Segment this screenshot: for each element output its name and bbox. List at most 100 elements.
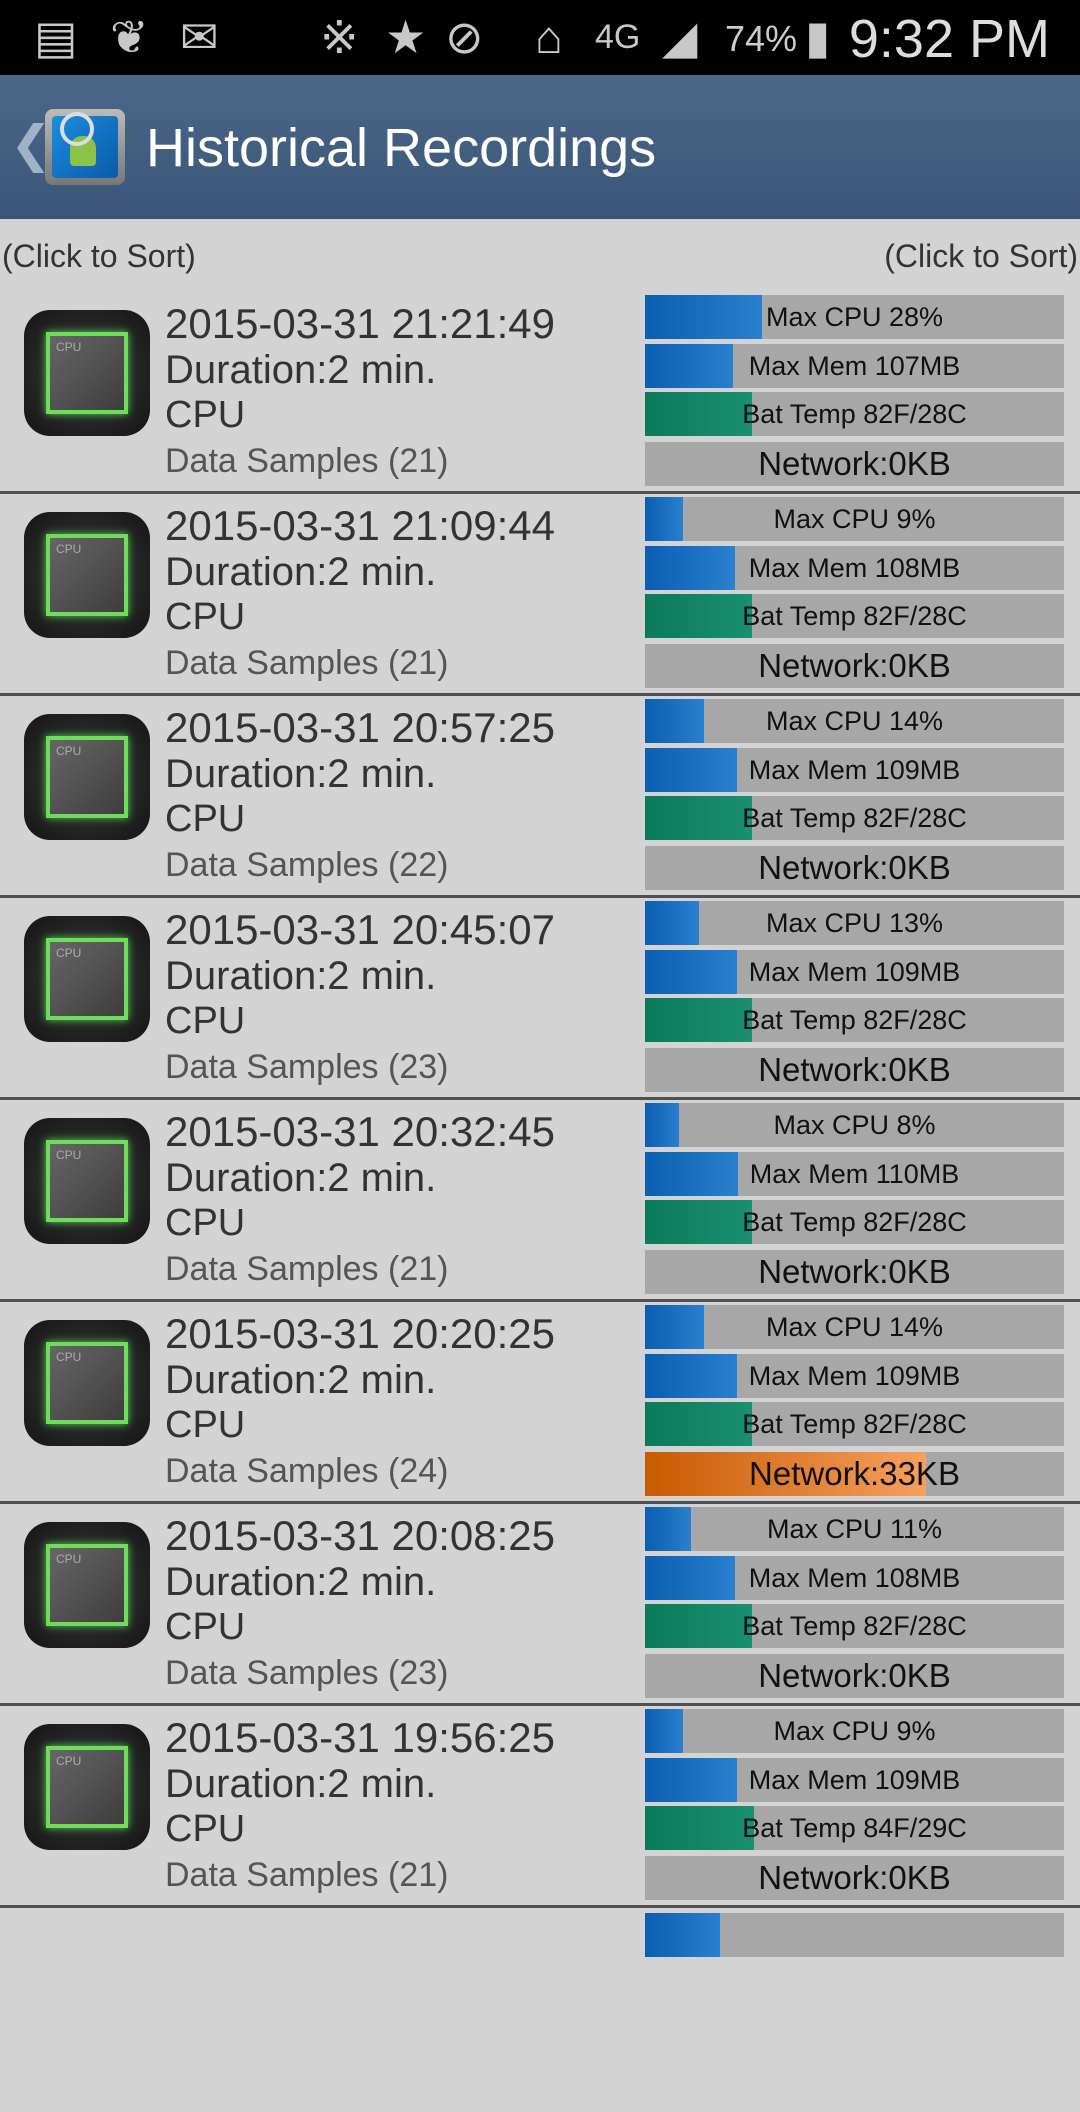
app-logo-icon[interactable] [45, 109, 125, 185]
max-cpu-bar-label: Max CPU 14% [765, 706, 944, 736]
max-mem-bar: Max Mem 110MB [645, 1152, 1064, 1196]
bat-temp-bar-fill [645, 392, 752, 436]
recording-duration: Duration:2 min. [165, 1762, 437, 1806]
bat-temp-bar: Bat Temp 82F/28C [645, 998, 1064, 1042]
sort-right-button[interactable]: (Click to Sort) [884, 238, 1078, 274]
max-mem-bar-label: Max Mem 109MB [748, 755, 961, 785]
max-mem-bar: Max Mem 109MB [645, 748, 1064, 792]
list-item[interactable]: CPU 2015-03-31 20:57:25 Duration:2 min. … [0, 696, 1080, 898]
max-cpu-bar-fill [645, 1305, 704, 1349]
chat-icon: ▤ [34, 11, 78, 63]
bat-temp-bar: Bat Temp 82F/28C [645, 594, 1064, 638]
twitter-icon: ❦ [110, 11, 149, 63]
max-mem-bar: Max Mem 108MB [645, 1556, 1064, 1600]
max-mem-bar: Max Mem 109MB [645, 1758, 1064, 1802]
recording-samples: Data Samples (21) [165, 1250, 449, 1288]
network-bar-label: Network:0KB [758, 849, 951, 886]
recording-samples: Data Samples (24) [165, 1452, 449, 1490]
bat-temp-bar-label: Bat Temp 82F/28C [742, 1005, 967, 1035]
bat-temp-bar-fill [645, 1604, 752, 1648]
max-cpu-bar-fill [645, 901, 700, 945]
network-bar-label: Network:0KB [758, 647, 951, 684]
cpu-chip-icon: CPU [24, 1724, 150, 1850]
max-mem-bar-fill [645, 1758, 738, 1802]
network-bar-label: Network:0KB [758, 1051, 951, 1088]
recording-type: CPU [165, 1808, 246, 1850]
mail-icon: ✉ [180, 11, 219, 63]
recording-duration: Duration:2 min. [165, 954, 437, 998]
max-mem-bar-label: Max Mem 109MB [748, 1765, 961, 1795]
max-cpu-bar-fill [645, 497, 683, 541]
recording-type: CPU [165, 1606, 246, 1648]
bat-temp-bar-fill [645, 796, 752, 840]
back-chevron-icon[interactable]: ❮ [10, 116, 52, 172]
recording-samples: Data Samples (23) [165, 1048, 449, 1086]
recording-type: CPU [165, 1000, 246, 1042]
max-mem-bar: Max Mem 108MB [645, 546, 1064, 590]
recording-type: CPU [165, 1202, 246, 1244]
list-item[interactable]: CPU 2015-03-31 20:32:45 Duration:2 min. … [0, 1100, 1080, 1302]
cpu-chip-icon: CPU [24, 1522, 150, 1648]
list-item[interactable]: CPU 2015-03-31 21:21:49 Duration:2 min. … [0, 292, 1080, 494]
recording-duration: Duration:2 min. [165, 550, 437, 594]
bat-temp-bar: Bat Temp 82F/28C [645, 392, 1064, 436]
recording-samples: Data Samples (21) [165, 644, 449, 682]
recording-type: CPU [165, 1404, 246, 1446]
max-mem-bar-label: Max Mem 107MB [748, 351, 961, 381]
max-cpu-bar-fill [645, 1709, 683, 1753]
recording-date: 2015-03-31 20:08:25 [165, 1512, 555, 1559]
sort-left-button[interactable]: (Click to Sort) [2, 238, 196, 274]
max-mem-bar-fill [645, 1556, 736, 1600]
recording-type: CPU [165, 798, 246, 840]
cpu-chip-icon: CPU [24, 1118, 150, 1244]
max-mem-bar-fill [645, 950, 738, 994]
list-item-partial[interactable] [0, 1910, 1080, 2112]
max-cpu-bar: Max CPU 8% [645, 1103, 1064, 1147]
battery-charging-icon: ▮ [805, 11, 831, 63]
max-cpu-bar: Max CPU 9% [645, 1709, 1064, 1753]
cpu-chip-icon: CPU [24, 310, 150, 436]
max-mem-bar-label: Max Mem 108MB [748, 553, 961, 583]
list-item[interactable]: CPU 2015-03-31 20:08:25 Duration:2 min. … [0, 1504, 1080, 1706]
list-item[interactable]: CPU 2015-03-31 20:20:25 Duration:2 min. … [0, 1302, 1080, 1504]
max-cpu-bar: Max CPU 14% [645, 1305, 1064, 1349]
bat-temp-bar-label: Bat Temp 84F/29C [742, 1813, 967, 1843]
max-cpu-bar-fill [645, 1103, 679, 1147]
status-bar: ▤ ❦ ✉ ※ ★ ⊘ ⌂ 4G ◢ 74% ▮ 9:32 PM [0, 0, 1080, 75]
max-cpu-bar: Max CPU 14% [645, 699, 1064, 743]
list-item[interactable]: CPU 2015-03-31 20:45:07 Duration:2 min. … [0, 898, 1080, 1100]
4g-lte-icon: 4G [595, 18, 641, 56]
recording-type: CPU [165, 394, 246, 436]
bluetooth-icon: ※ [320, 11, 359, 63]
max-cpu-bar-label: Max CPU 28% [765, 302, 944, 332]
recording-date: 2015-03-31 20:20:25 [165, 1310, 555, 1357]
bat-temp-bar-label: Bat Temp 82F/28C [742, 1611, 967, 1641]
recording-samples: Data Samples (22) [165, 846, 449, 884]
max-cpu-bar-label: Max CPU 9% [773, 1716, 936, 1746]
max-mem-bar-label: Max Mem 109MB [748, 1361, 961, 1391]
bat-temp-bar-fill [645, 1402, 752, 1446]
max-cpu-bar: Max CPU 28% [645, 295, 1064, 339]
recording-duration: Duration:2 min. [165, 752, 437, 796]
max-cpu-bar-label: Max CPU 14% [765, 1312, 944, 1342]
max-mem-bar-fill [645, 748, 738, 792]
cpu-chip-icon: CPU [24, 916, 150, 1042]
cpu-chip-icon: CPU [24, 512, 150, 638]
max-mem-bar: Max Mem 107MB [645, 344, 1064, 388]
bat-temp-bar-fill [645, 594, 752, 638]
recording-duration: Duration:2 min. [165, 1560, 437, 1604]
network-bar: Network:0KB [645, 1856, 1064, 1900]
cpu-chip-icon: CPU [24, 714, 150, 840]
max-cpu-bar-label: Max CPU 13% [765, 908, 944, 938]
max-cpu-bar-label: Max CPU 8% [773, 1110, 936, 1140]
recording-date: 2015-03-31 21:09:44 [165, 502, 555, 549]
max-mem-bar-label: Max Mem 109MB [748, 957, 961, 987]
bat-temp-bar: Bat Temp 82F/28C [645, 1402, 1064, 1446]
list-item[interactable]: CPU 2015-03-31 21:09:44 Duration:2 min. … [0, 494, 1080, 696]
bat-temp-bar-fill [645, 1806, 754, 1850]
max-cpu-bar: Max CPU 11% [645, 1507, 1064, 1551]
network-bar: Network:0KB [645, 1250, 1064, 1294]
recording-date: 2015-03-31 21:21:49 [165, 300, 555, 347]
list-item[interactable]: CPU 2015-03-31 19:56:25 Duration:2 min. … [0, 1706, 1080, 1908]
signal-icon: ◢ [662, 11, 698, 63]
